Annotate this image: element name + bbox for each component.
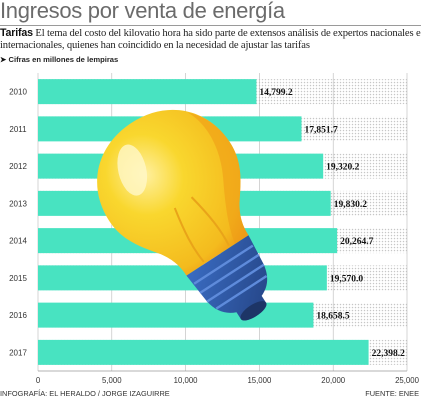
value-label: 19,320.2: [326, 163, 360, 173]
category-label: 2011: [9, 125, 27, 134]
bulb-highlight: [117, 144, 148, 196]
category-label: 2017: [9, 348, 27, 357]
bar: [38, 302, 314, 328]
bulb-socket-tip: [240, 301, 267, 321]
bulb-socket: [186, 235, 268, 321]
category-label: 2013: [9, 199, 27, 208]
bulb-filament: [173, 196, 230, 263]
category-label: 2010: [9, 88, 27, 97]
light-bulb-illustration: [97, 110, 268, 321]
bar: [38, 79, 257, 105]
value-label: 22,398.2: [372, 349, 406, 359]
units-note: ➤ Cifras en millones de lempiras: [0, 55, 118, 64]
chart-title: Ingresos por venta de energía: [0, 0, 285, 23]
x-tick-label: 0: [36, 376, 41, 385]
units-note-text: Cifras en millones de lempiras: [8, 55, 119, 64]
category-label: 2014: [9, 237, 27, 246]
value-label: 17,851.7: [304, 125, 338, 135]
title-divider: [0, 25, 421, 26]
value-label: 18,658.5: [316, 312, 350, 322]
chart-description: Tarifas El tema del costo del kilovatio …: [0, 27, 421, 51]
bulb-glass-shade: [187, 112, 249, 244]
x-axis: 0 5,000 10,000 15,000 20,000 25,000: [36, 370, 420, 385]
infographic-credit: INFOGRAFÍA: EL HERALDO / JORGE IZAGUIRRE: [0, 389, 170, 398]
value-label: 19,830.2: [334, 200, 368, 210]
x-tick-label: 25,000: [395, 376, 420, 385]
description-lead: Tarifas: [0, 27, 33, 39]
category-label: 2016: [9, 311, 27, 320]
data-source: FUENTE: ENEE: [365, 389, 419, 398]
value-label: 20,264.7: [340, 237, 374, 247]
x-tick-label: 20,000: [321, 376, 346, 385]
bar: [38, 339, 369, 365]
bullet-arrow-icon: ➤: [0, 55, 7, 64]
x-tick-label: 10,000: [174, 376, 199, 385]
x-tick-label: 5,000: [102, 376, 122, 385]
year-labels: 2010 2011 2012 2013 2014 2015 2016 2017: [9, 88, 27, 358]
description-text: El tema del costo del kilovatio hora ha …: [0, 28, 421, 51]
x-tick-label: 15,000: [247, 376, 272, 385]
value-label: 19,570.0: [330, 274, 364, 284]
value-labels: 14,799.2 17,851.7 19,320.2 19,830.2 20,264.7…: [259, 88, 405, 359]
value-label: 14,799.2: [259, 88, 293, 98]
category-label: 2012: [9, 162, 27, 171]
category-label: 2015: [9, 274, 27, 283]
